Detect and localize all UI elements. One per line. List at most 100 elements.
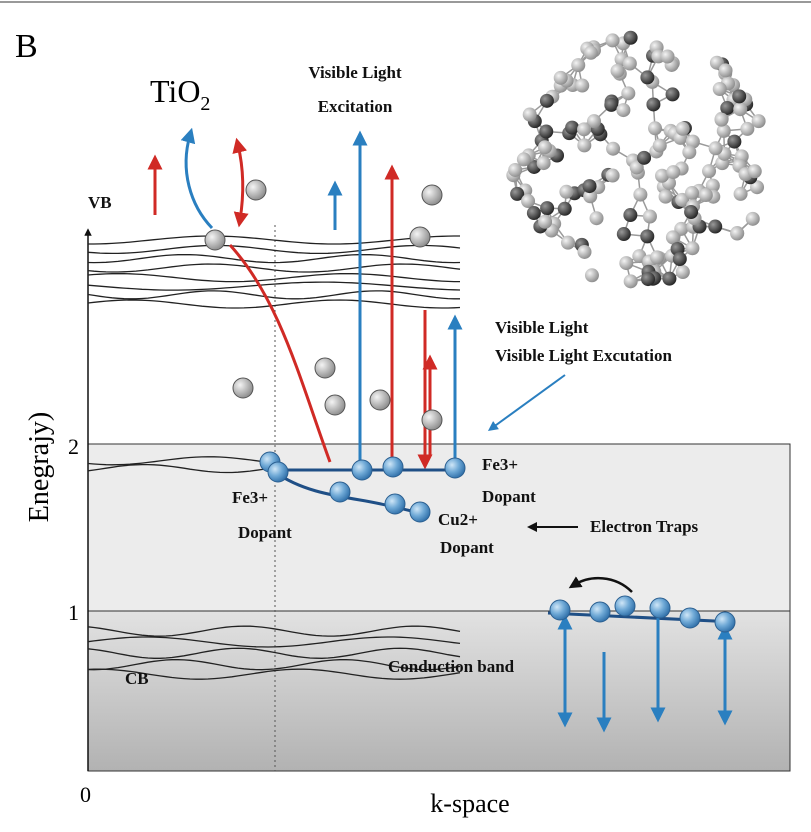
atom [565,120,580,135]
band-line [87,263,461,273]
arrow [568,576,633,593]
atom [727,134,742,149]
atom [557,201,572,216]
atom [675,264,690,279]
band-lines [87,235,461,680]
electrons [204,179,736,633]
atom [733,186,748,201]
label: Visible Light [495,318,589,337]
electron [267,461,289,483]
x-axis-label: k-space [430,789,509,818]
band-line [87,281,461,291]
atom [646,97,661,112]
atom [536,156,551,171]
atom [642,209,657,224]
title: TiO2 [150,73,210,115]
particle [204,229,226,251]
band-line [87,463,269,474]
atom [582,179,597,194]
y-tick-label: 1 [68,600,79,625]
title-main: TiO [150,73,200,109]
electron [382,456,404,478]
atom [672,252,687,267]
label: Visible Light [308,63,402,82]
atom [516,152,531,167]
atom [610,63,625,78]
electron [444,457,466,479]
atom [675,121,690,136]
particle [409,226,431,248]
electron [589,601,611,623]
atom [623,208,638,223]
atom [539,124,554,139]
particle [421,184,443,206]
atom [539,93,554,108]
atom [577,138,592,153]
atom [605,168,620,183]
atom [633,187,648,202]
atom [640,229,655,244]
atom [616,227,631,242]
electron [351,459,373,481]
arrow [180,127,214,230]
atom [684,205,699,220]
atom [553,70,568,85]
atom [622,56,637,71]
atom [616,103,631,118]
particle [421,409,443,431]
band-line [87,456,269,466]
atom [730,226,745,241]
atom [685,241,700,256]
atom [662,271,677,286]
atom [682,145,697,160]
band-line [87,273,460,283]
band-line [87,253,461,264]
panel-label: B [15,28,38,65]
label: Excitation [318,97,393,116]
atom [655,168,670,183]
arrows [147,127,736,733]
particle [314,357,336,379]
atom [583,189,598,204]
atom [751,114,766,129]
electron [409,501,431,523]
atom [623,274,638,289]
band-line [87,659,461,671]
label: Dopant [482,487,536,506]
atom [571,58,586,73]
label: VB [88,193,112,212]
band-line [87,668,461,680]
atom [587,114,602,129]
particle [369,389,391,411]
atom [685,185,700,200]
trap-level [274,470,426,516]
electron [714,611,736,633]
atom [708,141,723,156]
atom [718,63,733,78]
atom [606,141,621,156]
atom [640,70,655,85]
atom [740,121,755,136]
atom [521,194,536,209]
arrow [228,243,332,463]
label: Dopant [440,538,494,557]
atom [623,30,638,45]
atom [589,211,604,226]
arrow [487,374,566,431]
electron [384,493,406,515]
atom [641,272,656,287]
atom [745,211,760,226]
atom [629,160,644,175]
atom [577,244,592,259]
atom [560,235,575,250]
atom [604,97,619,112]
atom [658,189,673,204]
atom [720,100,735,115]
atom [526,206,541,221]
atom [750,180,765,195]
atom [708,219,723,234]
atom [575,78,590,93]
atom [649,250,664,265]
atom [732,89,747,104]
atom [660,49,675,64]
